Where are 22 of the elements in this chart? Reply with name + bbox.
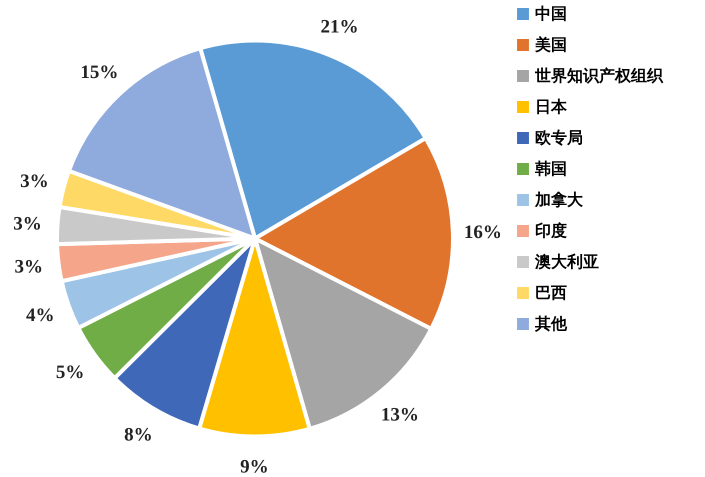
legend-label: 其他 — [534, 314, 568, 333]
legend-label: 美国 — [534, 35, 567, 54]
data-label: 3% — [13, 214, 42, 235]
legend-label: 印度 — [535, 221, 567, 240]
data-label: 8% — [124, 424, 153, 446]
data-label: 13% — [380, 404, 419, 426]
legend-label: 中国 — [535, 4, 567, 23]
legend-label: 加拿大 — [534, 190, 584, 209]
legend-label: 澳大利亚 — [534, 252, 599, 271]
legend-label: 欧专局 — [535, 128, 583, 147]
data-label: 5% — [56, 362, 84, 384]
legend-label: 韩国 — [534, 159, 567, 178]
legend-label: 日本 — [535, 97, 568, 116]
data-label: 9% — [240, 456, 269, 477]
data-label: 15% — [80, 62, 118, 83]
data-label: 21% — [320, 16, 359, 38]
data-label: 3% — [14, 256, 43, 278]
legend-label: 世界知识产权组织 — [534, 66, 664, 85]
data-label: 4% — [26, 305, 55, 326]
data-label: 3% — [20, 171, 49, 192]
data-label: 16% — [464, 222, 502, 243]
legend-label: 巴西 — [535, 283, 567, 302]
